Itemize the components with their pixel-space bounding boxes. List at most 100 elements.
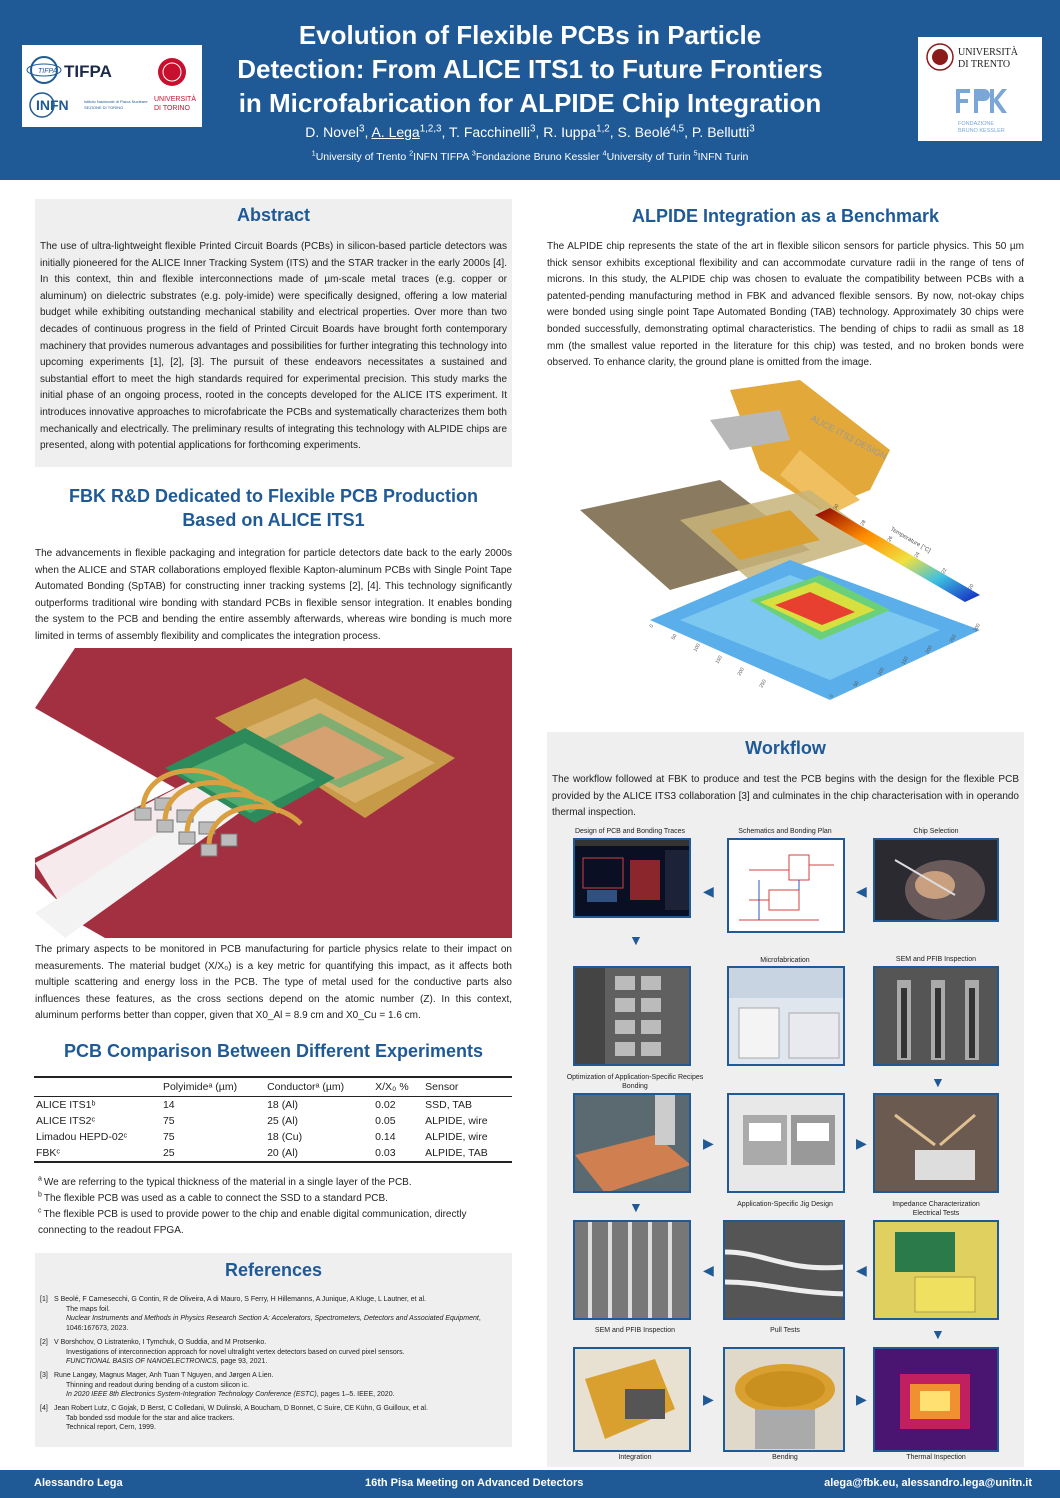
reference-venue: Nuclear Instruments and Methods in Physi…	[66, 1315, 481, 1332]
reference-authors: Rune Langøy, Magnus Mager, Anh Tuan T Ng…	[54, 1372, 274, 1379]
reference-venue: In 2020 IEEE 8th Electronics System-Inte…	[66, 1391, 395, 1398]
reference-title: Thinning and readout during bending of a…	[66, 1381, 249, 1389]
affiliation-mark: 2	[409, 148, 414, 158]
affiliation-name: INFN TIFPA	[413, 151, 472, 163]
reference-number: [1]	[40, 1296, 48, 1303]
reference-number: [4]	[40, 1405, 48, 1412]
colorbar-tick-label: 30	[833, 503, 841, 511]
bonding-photo	[573, 1093, 691, 1193]
table-cell: 0.03	[375, 1147, 396, 1159]
fbk-sub-line1: FONDAZIONE	[958, 121, 994, 127]
author-affiliation-mark: 1,2	[596, 123, 610, 135]
partner-logos-left: TIFPA TIFPA INFN Istituto Nazionale di F…	[22, 45, 202, 127]
author-affiliation-mark: 3	[749, 123, 755, 135]
arrow-down-1: ▼	[629, 932, 643, 948]
abstract-panel	[35, 231, 512, 467]
comparison-title: PCB Comparison Between Different Experim…	[63, 1041, 484, 1061]
fbk-rd-title-line2: Based on ALICE ITS1	[182, 510, 365, 530]
hand-tweezers-icon	[894, 859, 985, 920]
mask-pattern-icon	[575, 968, 661, 1064]
tifpa-mini-label: TIFPA	[38, 68, 58, 75]
references-title: References	[35, 1253, 512, 1287]
author-name: A. Lega	[371, 124, 420, 140]
poster-title: Evolution of Flexible PCBs in Particle D…	[220, 18, 840, 120]
affiliation-name: University of Trento	[315, 151, 410, 163]
arrow-left-1: ◀	[703, 883, 714, 899]
arrow-right-1: ▶	[703, 1135, 714, 1151]
table-row: Limadou HEPD-02ᶜ 75 18 (Cu) 0.14 ALPIDE, wir…	[34, 1129, 512, 1145]
table-header-cell: X/X₀ %	[375, 1081, 409, 1093]
caption-sem-2: SEM and PFIB Inspection	[594, 1327, 676, 1334]
integration-photo	[573, 1347, 691, 1452]
author-affiliation-mark: 1,2,3	[419, 123, 442, 135]
bent-pcb-icon	[735, 1364, 835, 1449]
reference-title: The maps foil.	[66, 1305, 110, 1313]
note-mark: c	[38, 1207, 44, 1215]
thermal-image	[873, 1347, 999, 1452]
caption-jig-design: Application-Specific Jig Design	[737, 1201, 833, 1208]
table-cell: 0.05	[375, 1115, 396, 1127]
infn-logo-text: INFN	[36, 97, 69, 113]
author-name: T. Facchinelli	[449, 124, 530, 140]
microfab-pattern-image	[573, 966, 691, 1066]
title-line-1: Evolution of Flexible PCBs in Particle	[298, 20, 762, 50]
author-affiliation-mark: 4,5	[670, 123, 685, 135]
affiliation-name: Fondazione Bruno Kessler	[475, 151, 603, 163]
footer-conference: 16th Pisa Meeting on Advanced Detectors	[365, 1477, 584, 1489]
table-cell: 0.02	[375, 1099, 396, 1111]
unitn-logo-line1: UNIVERSITÀ	[958, 46, 1019, 58]
abstract-title: Abstract	[35, 199, 512, 231]
table-cell: ALICE ITS2ᶜ	[36, 1115, 96, 1127]
reference-item: [1] S Beolé, F Carnesecchi, G Contin, R d…	[40, 1295, 502, 1333]
arrow-down-2: ▼	[931, 1074, 945, 1090]
fbk-rd-title: FBK R&D Dedicated to Flexible PCB Produc…	[35, 484, 512, 532]
table-cell: ALICE ITS1ᵇ	[36, 1099, 96, 1111]
caption-optimization: Optimization of Application-Specific Rec…	[566, 1074, 704, 1081]
table-row: ALICE ITS2ᶜ 75 25 (Al) 0.05 ALPIDE, wire	[34, 1113, 512, 1129]
reference-item: [4] Jean Robert Lutz, C Gojak, D Berst, C…	[40, 1404, 502, 1433]
table-cell: 18 (Al)	[267, 1099, 299, 1111]
thermal-heatmap-icon	[875, 1349, 997, 1450]
arrow-down-4: ▼	[931, 1326, 945, 1342]
unito-logo-line1: UNIVERSITÀ	[154, 94, 196, 103]
table-header-cell: Sensor	[425, 1081, 459, 1093]
footer-contact-email[interactable]: alega@fbk.eu, alessandro.lega@unitn.it	[824, 1477, 1032, 1489]
table-row: FBKᶜ 25 20 (Al) 0.03 ALPIDE, TAB	[34, 1145, 512, 1162]
arrow-left-3: ◀	[703, 1262, 714, 1278]
arrow-right-3: ▶	[703, 1391, 714, 1407]
table-cell: 75	[162, 1131, 175, 1143]
note-text: The flexible PCB is used to provide powe…	[38, 1209, 467, 1236]
alpide-thermal-figure: ALICE ITS3 DESIGN Temperature [°C] 30 28 2…	[560, 380, 1020, 710]
author-name: R. Iuppa	[543, 124, 597, 140]
sem-traces-icon	[588, 1222, 672, 1318]
thermal-axis-tick-label: 50	[853, 680, 861, 688]
chip-selection-photo	[873, 838, 999, 922]
thermal-axis-tick-label: 250	[759, 679, 768, 689]
reference-item: [3] Rune Langøy, Magnus Mager, Anh Tuan T…	[40, 1371, 502, 1400]
thermal-axis-tick-label: 300	[973, 623, 982, 633]
colorbar-tick-label: 24	[914, 551, 922, 559]
thermal-axis-tick-label: 150	[715, 655, 724, 665]
flex-module-icon	[585, 1359, 675, 1439]
note-mark: a	[38, 1175, 44, 1183]
author-affiliation-mark: 3	[358, 123, 365, 135]
caption-thermal: Thermal Inspection	[906, 1454, 966, 1461]
pull-test-photo	[723, 1220, 845, 1320]
references-panel	[35, 1287, 512, 1447]
table-header-cell: Conductorᵃ (µm)	[267, 1081, 345, 1093]
affiliation-mark: 5	[693, 148, 698, 158]
table-cell: ALPIDE, wire	[425, 1115, 488, 1127]
thermal-axis-tick-label: 100	[877, 667, 886, 677]
alpide-title: ALPIDE Integration as a Benchmark	[631, 206, 940, 226]
sem-inspection-image-1	[873, 966, 999, 1066]
note-text: The flexible PCB was used as a cable to …	[43, 1193, 388, 1204]
infn-sub2-text: SEZIONE DI TORINO	[84, 105, 123, 110]
pcb-design-screenshot	[573, 838, 691, 918]
workflow-text: The workflow followed at FBK to produce …	[552, 774, 1019, 819]
table-header-cell	[34, 1077, 161, 1097]
alpide-exploded-view-icon: ALICE ITS3 DESIGN Temperature [°C] 30282…	[580, 380, 982, 700]
probe-station-icon	[894, 1113, 976, 1180]
reference-authors: V Borshchov, O Listratenko, I Tymchuk, O…	[54, 1339, 267, 1346]
pcb-comparison-table: Polyimideᵃ (µm) Conductorᵃ (µm) X/X₀ % Sens…	[34, 1076, 512, 1163]
reference-title: Investigations of interconnection approa…	[66, 1348, 405, 1356]
